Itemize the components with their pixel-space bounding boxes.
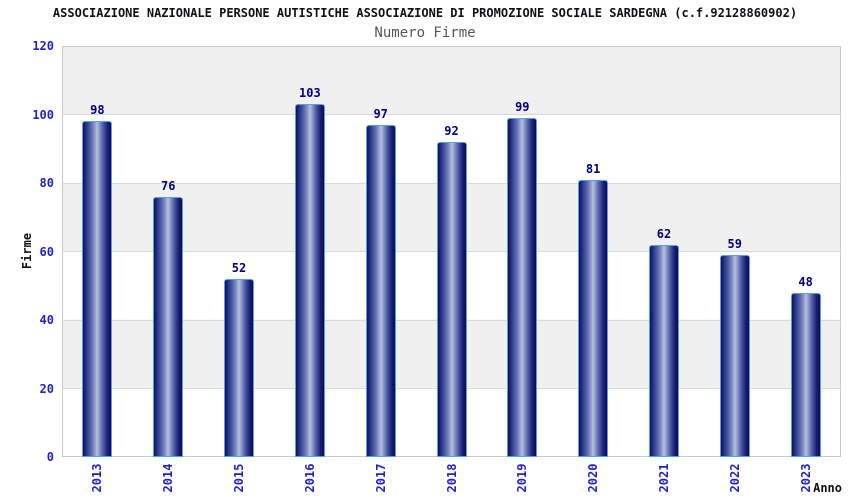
x-tick-label-2022: 2022 <box>727 463 742 493</box>
bar-2022 <box>719 254 750 457</box>
bar-2019 <box>507 117 538 457</box>
x-tick-label-2015: 2015 <box>232 463 247 493</box>
x-tick-label-2023: 2023 <box>798 463 813 493</box>
bar-2013 <box>82 121 113 457</box>
y-axis-title: Firme <box>20 232 34 270</box>
bar-value-label-2016: 103 <box>299 86 321 101</box>
bar-2015 <box>224 278 255 457</box>
x-tick-label-2016: 2016 <box>302 463 317 493</box>
x-tick-label-2019: 2019 <box>515 463 530 493</box>
bar-value-label-2013: 98 <box>90 103 105 118</box>
y-tick-label-80: 80 <box>39 176 54 190</box>
bar-value-label-2015: 52 <box>231 260 247 275</box>
bar-value-label-2014: 76 <box>160 178 176 193</box>
bar-value-label-2019: 99 <box>515 99 530 114</box>
bar-value-label-2017: 97 <box>373 106 388 121</box>
y-tick-label-20: 20 <box>39 381 54 396</box>
bar-2016 <box>294 104 325 457</box>
bar-value-label-2021: 62 <box>656 226 672 241</box>
x-tick-label-2017: 2017 <box>373 463 388 493</box>
gridline-100 <box>62 114 841 115</box>
chart-subtitle: Numero Firme <box>374 25 476 41</box>
bar-2018 <box>436 141 467 457</box>
y-tick-label-40: 40 <box>39 313 54 327</box>
bar-value-label-2018: 92 <box>444 123 459 138</box>
y-tick-label-120: 120 <box>32 39 54 53</box>
x-tick-label-2014: 2014 <box>161 463 176 493</box>
chart-title: ASSOCIAZIONE NAZIONALE PERSONE AUTISTICH… <box>52 6 798 20</box>
x-tick-label-2020: 2020 <box>586 463 601 493</box>
bar-2014 <box>153 196 184 457</box>
bar-value-label-2020: 81 <box>585 161 601 176</box>
x-tick-label-2013: 2013 <box>90 463 105 493</box>
y-tick-label-60: 60 <box>39 244 54 259</box>
y-tick-label-0: 0 <box>46 450 54 464</box>
bar-2023 <box>790 292 821 457</box>
bar-2020 <box>578 179 609 457</box>
x-axis-title: Anno <box>813 481 842 495</box>
y-tick-label-100: 100 <box>32 107 54 122</box>
bar-value-label-2022: 59 <box>727 236 742 251</box>
x-tick-label-2018: 2018 <box>444 463 459 493</box>
bar-value-label-2023: 48 <box>798 274 813 289</box>
x-tick-label-2021: 2021 <box>656 463 671 493</box>
bar-2017 <box>365 124 396 457</box>
bar-2021 <box>648 244 679 457</box>
